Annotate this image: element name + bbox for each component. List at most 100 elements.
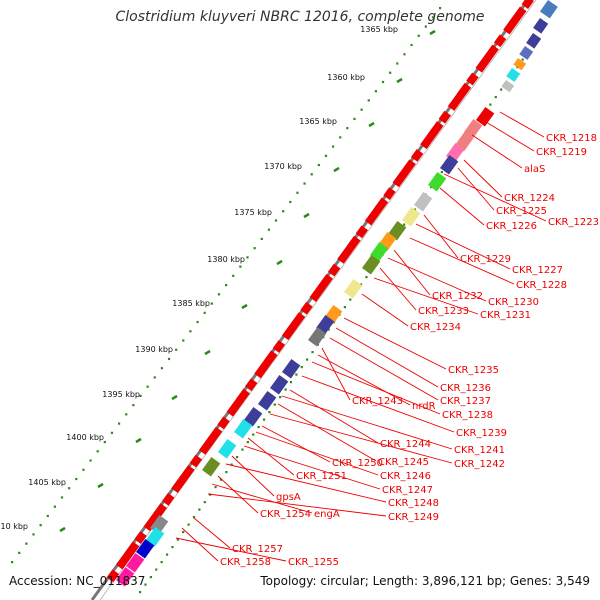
gc-dot <box>11 561 14 564</box>
leader-line <box>181 527 219 562</box>
cds-arrow <box>272 340 286 353</box>
gc-dot <box>279 396 282 399</box>
gc-dot <box>365 276 368 279</box>
cds-arrow <box>106 569 120 583</box>
cds-arrow <box>180 465 195 481</box>
cds-arrow <box>162 492 175 506</box>
cds-arrow <box>364 207 381 226</box>
gc-dot <box>310 173 313 176</box>
cds-arrow <box>383 187 396 201</box>
gene-label-17: CKR_1237 <box>440 396 491 407</box>
gene-label-8: CKR_1227 <box>512 265 563 276</box>
cds-arrow <box>374 197 389 213</box>
cog-block <box>125 553 145 573</box>
cog-block <box>476 107 495 127</box>
gc-dot <box>327 328 330 331</box>
gene-label-6: CKR_1226 <box>486 221 537 232</box>
cog-block <box>428 172 447 192</box>
gc-dot <box>273 403 276 406</box>
gene-label-27: CKR_1246 <box>380 471 431 482</box>
scale-tick-mark <box>303 212 310 219</box>
gene-block <box>506 68 521 82</box>
scale-tick-label: 1360 kbp <box>327 73 365 82</box>
cds-arrow <box>291 312 306 328</box>
gc-dot <box>253 247 256 250</box>
scale-tick-mark <box>59 526 66 533</box>
gc-dot <box>349 298 352 301</box>
gc-dot <box>39 524 42 527</box>
label-leader-lines <box>175 111 547 562</box>
leader-line <box>317 354 411 406</box>
gene-label-13: CKR_1231 <box>480 310 531 321</box>
gc-dot <box>144 583 147 586</box>
gene-label-1: CKR_1219 <box>536 147 587 158</box>
gene-label-12: CKR_1233 <box>418 306 469 317</box>
scale-ticks: 1365 kbp 1360 kbp 1365 kbp 1370 kbp 1375 kbp… <box>0 25 436 533</box>
gc-dot <box>324 154 328 157</box>
cds-arrow <box>512 6 527 22</box>
gene-label-32: CKR_1254 <box>260 509 311 520</box>
gene-label-10: CKR_1232 <box>432 291 483 302</box>
gc-dot <box>225 284 228 287</box>
gene-label-2: alaS <box>524 164 545 175</box>
gene-label-19: nrdR <box>412 401 436 412</box>
gc-dot <box>489 103 492 106</box>
gc-dot <box>153 376 156 379</box>
gene-label-37: CKR_1255 <box>288 557 339 568</box>
gc-dot <box>210 302 213 305</box>
cog-block <box>258 391 277 411</box>
cds-arrow <box>143 513 160 532</box>
leader-line <box>463 159 503 198</box>
leader-line <box>261 425 331 463</box>
cog-block <box>344 279 363 299</box>
map-title: Clostridium kluyveri NBRC 12016, complet… <box>115 9 485 25</box>
gc-dot <box>18 551 21 554</box>
gc-dot <box>82 468 85 471</box>
gc-dot <box>160 367 163 370</box>
gc-dot <box>440 171 443 174</box>
cds-arrow <box>447 93 464 111</box>
gc-dot <box>239 265 242 268</box>
gc-dot <box>96 450 99 453</box>
leader-line <box>311 361 441 415</box>
cds-arrow <box>401 159 416 175</box>
gc-dot <box>246 256 249 259</box>
gc-dot <box>284 388 287 391</box>
gene-labels: CKR_1218CKR_1219alaSCKR_1224CKR_1225CKR_… <box>220 133 599 568</box>
leader-line <box>211 483 313 514</box>
leader-line <box>193 517 231 549</box>
gene-label-4: CKR_1225 <box>496 206 547 217</box>
gc-dot <box>353 117 356 120</box>
scale-tick-mark <box>276 259 283 266</box>
cog-block <box>388 221 407 241</box>
gc-dot <box>155 568 158 571</box>
gc-dot <box>60 496 64 499</box>
gene-label-34: CKR_1249 <box>388 512 439 523</box>
scale-tick-mark <box>333 166 340 173</box>
gc-dot <box>110 431 114 434</box>
reverse-strand-genes <box>106 0 534 583</box>
gene-label-29: CKR_1247 <box>382 485 433 496</box>
gene-label-18: CKR_1243 <box>352 396 403 407</box>
topology-text: Topology: circular; Length: 3,896,121 bp… <box>260 574 590 588</box>
gc-dot <box>367 99 370 102</box>
cds-arrow <box>355 225 369 239</box>
gc-dot <box>214 486 217 489</box>
cds-arrow <box>457 82 472 99</box>
gc-dot <box>500 88 503 91</box>
gc-dot <box>346 127 349 130</box>
gc-dot <box>89 459 92 462</box>
gc-dot <box>236 456 239 459</box>
gc-dot <box>192 516 196 519</box>
cds-arrow <box>318 273 333 290</box>
gc-dot <box>289 381 293 384</box>
gene-label-15: CKR_1235 <box>448 365 499 376</box>
leader-line <box>499 111 545 138</box>
cds-arrow <box>263 350 278 366</box>
gc-dot <box>196 320 199 324</box>
forward-strand-genes <box>501 0 558 93</box>
cds-arrow <box>392 169 409 188</box>
cds-arrow <box>475 54 492 73</box>
gc-dot <box>32 533 35 536</box>
gc-dot <box>417 34 420 37</box>
